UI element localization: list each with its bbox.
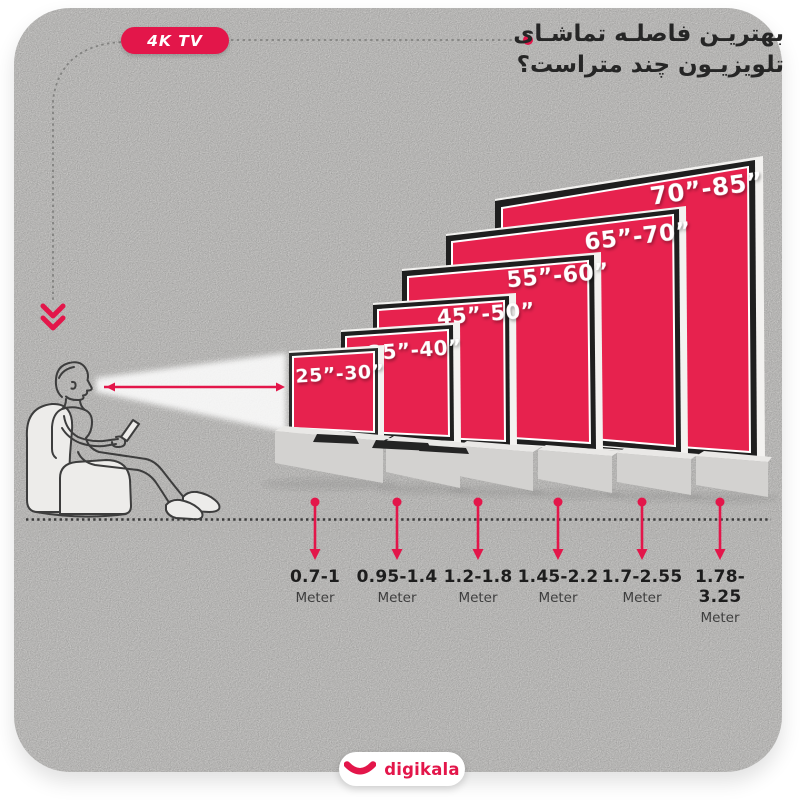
pedestal-shadows — [262, 478, 778, 503]
distance-unit: Meter — [622, 590, 662, 606]
person-torso — [51, 406, 93, 459]
distance-label: 1.78-3.25 Meter — [674, 567, 766, 626]
tv-stands — [313, 434, 469, 454]
person-legs — [77, 437, 187, 502]
pedestal — [386, 436, 468, 488]
digikala-logo-text: digikala — [384, 759, 460, 779]
distance-value: 1.45-2.2 — [517, 567, 599, 587]
distance-value: 1.7-2.55 — [601, 567, 683, 587]
person-ear — [70, 380, 77, 390]
tv-25-30: 25”-30” — [289, 345, 385, 438]
viewer-illustration — [25, 361, 221, 521]
distance-unit: Meter — [458, 590, 498, 606]
distance-value: 0.95-1.4 — [356, 567, 438, 587]
viewing-beam — [96, 353, 286, 432]
person-arm — [61, 415, 119, 448]
title-line-1: بهتریـن فاصلـه تماشـای — [513, 21, 784, 47]
digikala-smile-icon — [344, 761, 377, 775]
pedestal — [459, 441, 541, 491]
dotted-connector — [52, 39, 519, 303]
tv-size-label: 25”-30” — [295, 360, 385, 387]
4k-tv-badge: 4K TV — [121, 27, 229, 54]
remote-control — [120, 419, 140, 442]
distance-marker — [636, 497, 648, 560]
distance-value: 0.7-1 — [290, 567, 340, 587]
person-shoe — [165, 498, 204, 521]
tv-pedestals — [275, 426, 772, 497]
pedestal — [538, 445, 620, 493]
digikala-logo: digikala — [339, 752, 465, 786]
distance-unit: Meter — [377, 590, 417, 606]
chevron-down-icon — [40, 303, 66, 331]
ground-ruler — [26, 518, 771, 537]
distance-marker — [552, 497, 564, 560]
badge-label: 4K TV — [147, 31, 203, 50]
title-line-2: تلویزیـون چند متراست؟ — [516, 52, 784, 78]
distance-value: 1.78-3.25 — [695, 567, 745, 607]
page-title: بهتریـن فاصلـه تماشـای تلویزیـون چند متر… — [513, 19, 784, 81]
distance-unit: Meter — [538, 590, 578, 606]
pedestal — [696, 451, 772, 497]
viewing-distance-arrow — [104, 382, 285, 392]
distance-markers — [309, 497, 726, 560]
pedestal — [617, 448, 699, 495]
distance-label: 1.7-2.55 Meter — [596, 567, 688, 606]
armchair-base — [35, 511, 127, 518]
distance-unit: Meter — [295, 590, 335, 606]
distance-marker — [391, 497, 403, 560]
distance-label: 0.95-1.4 Meter — [351, 567, 443, 606]
distance-marker — [309, 497, 321, 560]
distance-unit: Meter — [700, 610, 740, 626]
distance-label: 1.2-1.8 Meter — [432, 567, 524, 606]
armchair-armrest — [59, 459, 132, 515]
distance-value: 1.2-1.8 — [443, 567, 513, 587]
title-dot — [523, 35, 533, 45]
person-hair — [58, 366, 75, 379]
distance-label: 1.45-2.2 Meter — [512, 567, 604, 606]
distance-marker — [472, 497, 484, 560]
pedestal — [275, 426, 392, 483]
person-head — [54, 361, 93, 402]
distance-marker — [714, 497, 726, 560]
distance-label: 0.7-1 Meter — [269, 567, 361, 606]
